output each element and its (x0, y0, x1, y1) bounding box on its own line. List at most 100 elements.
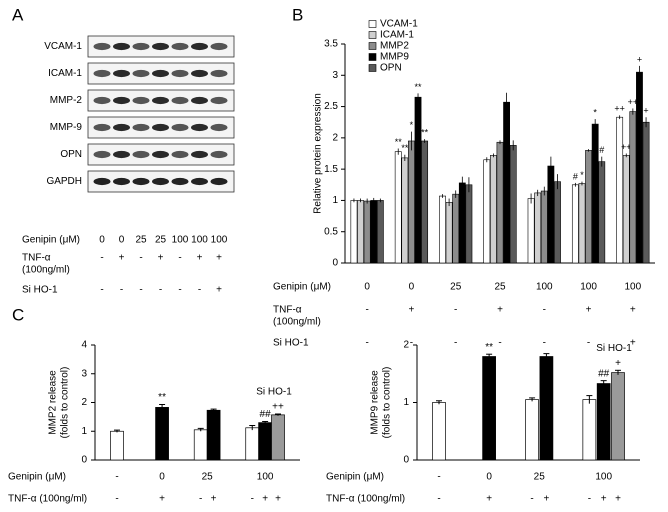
bar (525, 399, 539, 461)
condition-value: + (197, 253, 203, 264)
significance-marker: * (410, 120, 414, 130)
condition-value: - (100, 285, 103, 296)
significance-marker: ++ (614, 104, 625, 114)
significance-marker: ** (421, 127, 429, 137)
blot-band (93, 177, 111, 186)
bar (458, 182, 466, 264)
significance-marker: ** (158, 392, 166, 403)
bar (611, 372, 625, 461)
condition-value: - (199, 494, 202, 505)
bar (258, 422, 272, 461)
blot-band (210, 96, 228, 105)
significance-marker: ## (260, 409, 272, 420)
blot-band (132, 69, 150, 78)
y-axis-label: (folds to control) (382, 367, 393, 439)
condition-value: + (216, 285, 222, 296)
blot-band (93, 150, 111, 159)
blot-band (113, 150, 130, 159)
protein-label: VCAM-1 (44, 41, 82, 52)
condition-value: - (139, 253, 142, 264)
condition-value: 25 (155, 235, 167, 246)
y-axis-label: (folds to control) (60, 367, 71, 439)
condition-value: + (275, 494, 281, 505)
blot-band (152, 42, 169, 51)
condition-value: 25 (534, 472, 546, 483)
blot-band (171, 42, 189, 51)
condition-value: 100 (625, 282, 642, 293)
bar (547, 165, 555, 264)
legend-label: VCAM-1 (380, 19, 418, 30)
condition-value: 25 (202, 472, 214, 483)
condition-label: Genipin (μM) (22, 235, 80, 246)
significance-marker: + (643, 106, 648, 116)
bar (271, 414, 285, 461)
blot-band (191, 150, 208, 159)
bar (193, 429, 208, 461)
condition-value: - (543, 338, 546, 349)
condition-value: 100 (580, 282, 597, 293)
significance-marker: ** (395, 137, 403, 147)
blot-band (113, 177, 130, 186)
condition-label: (100ng/ml) (273, 317, 321, 328)
condition-value: 100 (257, 472, 274, 483)
condition-value: - (410, 338, 413, 349)
condition-value: + (159, 494, 165, 505)
condition-value: 100 (536, 282, 553, 293)
significance-marker: ## (598, 368, 610, 379)
blot-band (113, 123, 130, 132)
condition-value: + (486, 494, 492, 505)
bar (370, 200, 378, 264)
blot-band (191, 123, 208, 132)
condition-value: 0 (159, 472, 165, 483)
protein-label: OPN (60, 149, 82, 160)
blot-band (113, 96, 130, 105)
bar (578, 183, 586, 264)
condition-value: - (365, 305, 368, 316)
blot-band (132, 96, 150, 105)
blot-band (152, 123, 169, 132)
condition-value: + (158, 253, 164, 264)
bar (357, 200, 364, 264)
y-tick-label: 3 (81, 368, 87, 379)
significance-marker: # (599, 145, 604, 155)
bar (571, 184, 579, 264)
bar (554, 181, 561, 264)
condition-label: Genipin (μM) (326, 472, 384, 483)
condition-value: - (198, 285, 201, 296)
condition-value: 0 (364, 282, 370, 293)
protein-label: MMP-2 (50, 95, 83, 106)
panel-label: A (12, 5, 24, 24)
bar (496, 141, 504, 264)
bar (509, 145, 517, 264)
blot-band (132, 123, 150, 132)
significance-marker: ** (485, 342, 493, 353)
legend-label: OPN (380, 63, 402, 74)
condition-value: - (454, 338, 457, 349)
condition-value: 0 (99, 235, 105, 246)
bar (503, 101, 510, 264)
condition-label: Si HO-1 (22, 285, 58, 296)
bar (432, 402, 446, 461)
condition-value: - (251, 494, 254, 505)
bar (629, 111, 637, 264)
condition-value: - (543, 305, 546, 316)
blot-band (210, 150, 228, 159)
blot-band (191, 96, 208, 105)
condition-value: + (211, 494, 217, 505)
legend-label: MMP9 (380, 52, 409, 63)
significance-marker: # (573, 171, 578, 181)
y-axis-label: Relative protein expression (313, 93, 324, 214)
condition-label: Genipin (μM) (8, 472, 66, 483)
blot-band (113, 42, 130, 51)
y-tick-label: 2 (332, 132, 338, 143)
bar (642, 121, 650, 264)
bar (539, 356, 554, 461)
condition-value: - (115, 472, 118, 483)
condition-value: + (586, 305, 592, 316)
bar (540, 190, 548, 264)
blot-band (191, 69, 208, 78)
bar (110, 430, 124, 461)
bar (636, 71, 643, 264)
blot-band (171, 150, 189, 159)
